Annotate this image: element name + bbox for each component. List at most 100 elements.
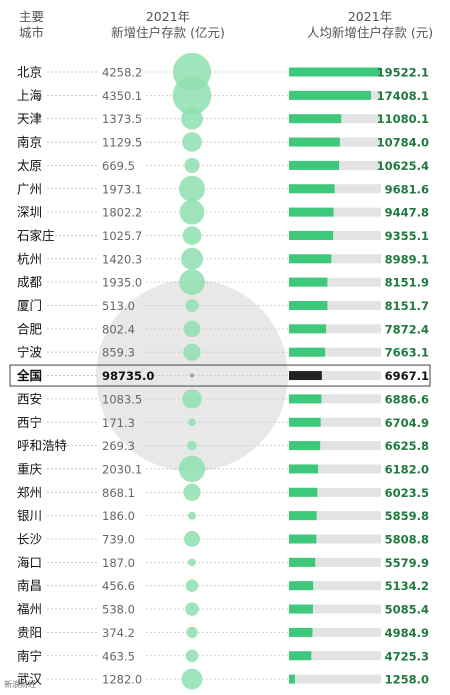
deposit-header-line1: 2021年	[145, 9, 191, 24]
city-label: 贵阳	[17, 625, 42, 640]
watermark-logo: 新浪财经	[4, 680, 36, 689]
percapita-bar	[289, 137, 340, 147]
deposit-value-label: 1420.3	[102, 252, 142, 266]
percapita-bar	[289, 441, 321, 451]
percapita-value-label: 4984.9	[385, 626, 429, 640]
percapita-bar-track	[289, 254, 381, 264]
city-label: 长沙	[17, 532, 43, 547]
deposit-value-label: 669.5	[102, 159, 135, 173]
percapita-bar	[289, 67, 381, 77]
deposit-bubble	[190, 373, 194, 378]
deposit-value-label: 374.2	[102, 626, 135, 640]
deposit-value-label: 868.1	[102, 486, 135, 500]
deposit-value-label: 4350.1	[102, 89, 142, 103]
percapita-value-label: 6625.8	[385, 439, 429, 453]
deposit-value-label: 186.0	[102, 509, 135, 523]
city-column-header: 主要 城市	[19, 9, 44, 41]
percapita-bar-track	[289, 651, 381, 661]
deposit-bubble	[188, 511, 196, 520]
percapita-bar-track	[289, 511, 381, 521]
city-label: 福州	[17, 602, 42, 617]
deposit-bubble	[181, 668, 203, 690]
deposit-header-line2: 新增住户存款 (亿元)	[111, 25, 225, 40]
deposit-value-label: 1282.0	[102, 673, 142, 687]
percapita-value-label: 5579.9	[385, 556, 429, 570]
city-label: 成都	[17, 275, 43, 290]
deposit-value-label: 538.0	[102, 603, 135, 617]
city-header-line2: 城市	[19, 25, 45, 40]
city-label: 北京	[17, 65, 42, 80]
city-label: 宁波	[17, 345, 43, 360]
deposit-bubble	[178, 455, 206, 483]
percapita-bar-track	[289, 557, 381, 567]
percapita-value-label: 8151.9	[385, 276, 429, 290]
deposit-value-label: 4258.2	[102, 66, 142, 80]
percapita-bar	[289, 254, 332, 264]
city-label: 呼和浩特	[17, 438, 67, 453]
city-label: 南宁	[17, 648, 42, 663]
percapita-bar	[289, 534, 317, 544]
deposit-value-label: 1935.0	[102, 276, 142, 290]
city-header-line1: 主要	[19, 9, 45, 24]
percapita-value-label: 4725.3	[385, 649, 429, 663]
city-label: 武汉	[17, 672, 43, 687]
percapita-value-label: 8151.7	[385, 299, 429, 313]
percapita-bar	[289, 417, 321, 427]
percapita-bar-track	[289, 230, 381, 240]
percapita-value-label: 19522.1	[377, 66, 429, 80]
deposit-bubble	[185, 298, 199, 313]
deposit-bubble	[186, 626, 198, 639]
percapita-bar-track	[289, 534, 381, 544]
city-label: 西宁	[17, 415, 42, 430]
city-label: 厦门	[17, 298, 42, 313]
percapita-header-line2: 人均新增住户存款 (元)	[306, 25, 434, 40]
city-label: 郑州	[17, 485, 42, 500]
percapita-column-header: 2021年 人均新增住户存款 (元)	[290, 9, 450, 41]
deposit-value-label: 2030.1	[102, 462, 142, 476]
deposit-bubble	[184, 531, 200, 547]
percapita-bar	[289, 301, 328, 310]
city-label: 杭州	[17, 251, 42, 266]
percapita-bar	[289, 277, 328, 287]
percapita-bar-track	[289, 347, 381, 357]
percapita-bar-track	[289, 581, 381, 591]
city-label: 重庆	[17, 461, 43, 476]
percapita-bar	[289, 651, 312, 661]
percapita-bar	[289, 581, 314, 591]
city-label: 南京	[17, 135, 42, 150]
percapita-value-label: 6023.5	[385, 486, 429, 500]
percapita-bar	[289, 160, 340, 170]
deposit-value-label: 1973.1	[102, 182, 142, 196]
deposit-bubble	[185, 602, 199, 616]
deposit-value-label: 463.5	[102, 649, 135, 663]
percapita-value-label: 7663.1	[385, 346, 429, 360]
percapita-bar-track	[289, 441, 381, 451]
percapita-bar-track	[289, 184, 381, 194]
deposit-bubble	[185, 649, 199, 663]
percapita-bar	[289, 347, 326, 357]
deposit-value-label: 1373.5	[102, 112, 142, 126]
city-label: 广州	[17, 181, 42, 196]
percapita-bar-track	[289, 394, 381, 404]
deposit-value-label: 802.4	[102, 322, 135, 336]
percapita-header-line1: 2021年	[347, 9, 393, 24]
deposit-bubble	[188, 418, 196, 427]
deposit-bubble	[172, 76, 212, 115]
percapita-bar-track	[289, 487, 381, 497]
percapita-bar	[289, 371, 322, 381]
percapita-value-label: 9681.6	[385, 182, 429, 196]
city-label: 太原	[17, 158, 42, 173]
city-label: 上海	[17, 88, 43, 103]
percapita-bar	[289, 184, 335, 194]
deposit-value-label: 269.3	[102, 439, 135, 453]
percapita-bar-track	[289, 371, 381, 381]
city-label: 银川	[17, 508, 42, 523]
percapita-bar-track	[289, 324, 381, 334]
deposit-value-label: 1025.7	[102, 229, 142, 243]
city-label: 海口	[17, 555, 42, 570]
percapita-bar-track	[289, 627, 381, 637]
percapita-value-label: 17408.1	[377, 89, 429, 103]
percapita-bar	[289, 230, 334, 240]
percapita-value-label: 5859.8	[385, 509, 429, 523]
